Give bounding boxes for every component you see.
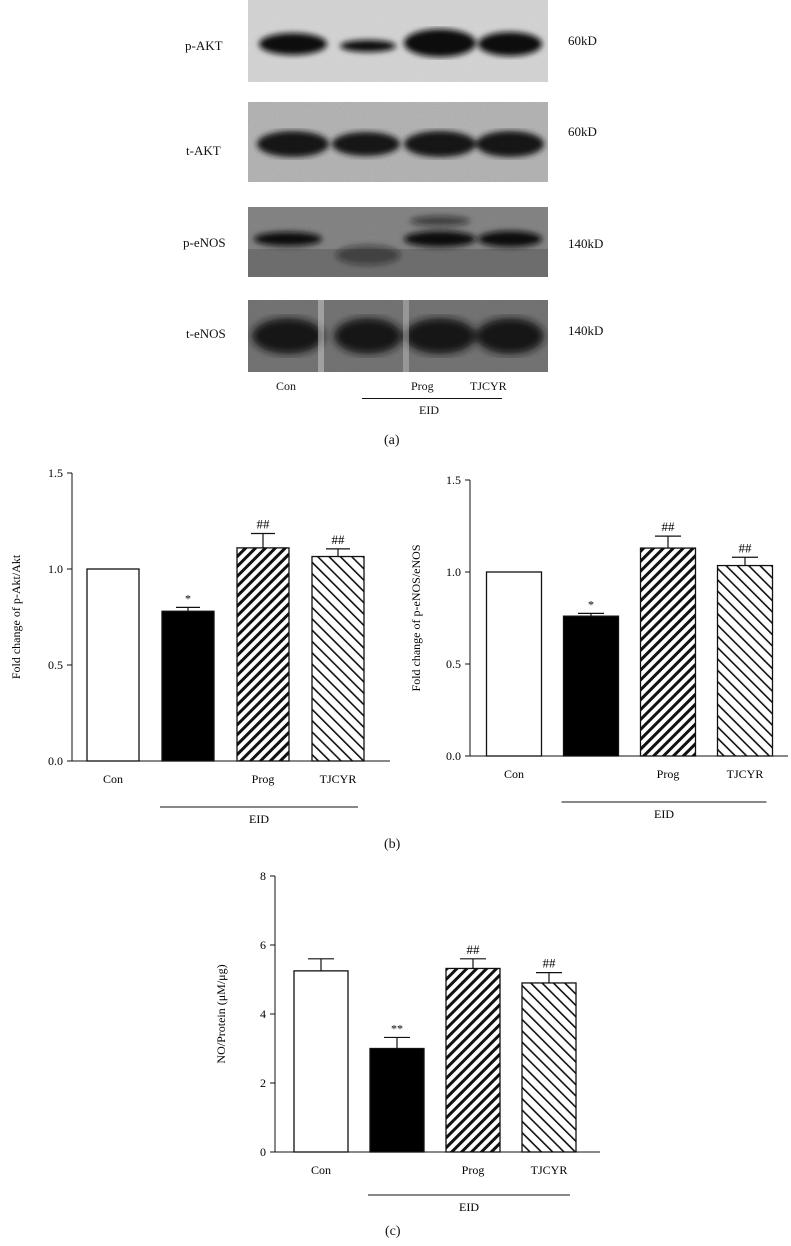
y-axis-label: Fold change of p-Akt/Akt [9, 554, 23, 679]
blot-label-t-akt: t-AKT [186, 143, 221, 158]
y-tick-label: 4 [260, 1007, 266, 1021]
y-tick-label: 1.5 [446, 473, 461, 487]
y-tick-label: 6 [260, 938, 266, 952]
y-axis-label: Fold change of p-eNOS/eNOS [409, 545, 423, 692]
blot-image-t-enos [248, 300, 548, 372]
bar [236, 547, 290, 762]
mw-label-p-akt: 60kD [568, 33, 597, 48]
category-label: Con [103, 772, 123, 786]
blot-label-p-akt: p-AKT [185, 38, 223, 53]
blot-label-p-enos: p-eNOS [183, 235, 226, 250]
group-label: EID [459, 1200, 479, 1214]
significance-label: ** [391, 1021, 403, 1035]
bar [161, 610, 215, 762]
bar [485, 571, 543, 757]
category-label: Con [311, 1163, 331, 1177]
blot-strip-t-enos [248, 300, 548, 372]
significance-label: ## [662, 519, 676, 534]
y-tick-label: 0.0 [446, 749, 461, 763]
y-tick-label: 0 [260, 1145, 266, 1159]
lane-label-tjcyr: TJCYR [470, 379, 507, 393]
bar [311, 555, 365, 762]
y-tick-label: 1.0 [446, 565, 461, 579]
mw-label-t-enos: 140kD [568, 323, 604, 338]
category-label: TJCYR [531, 1163, 568, 1177]
y-tick-label: 8 [260, 869, 266, 883]
blot-strip-p-akt [248, 0, 548, 82]
chart-no-protein: 0 2 4 6 8 NO/Protein (μM/μg) Con ** ## Prog ## TJCY… [214, 869, 600, 1214]
bar [445, 967, 501, 1153]
y-axis-label: NO/Protein (μM/μg) [214, 964, 228, 1063]
bar [716, 564, 774, 757]
bar [86, 568, 140, 762]
mw-label-t-akt: 60kD [568, 124, 597, 139]
blot-image-t-akt [248, 102, 548, 182]
bar [562, 615, 620, 757]
category-label: Prog [462, 1163, 485, 1177]
mw-label-p-enos: 140kD [568, 236, 604, 251]
category-label: Prog [252, 772, 275, 786]
group-label: EID [654, 807, 674, 821]
category-label: Prog [657, 767, 680, 781]
lane-label-con: Con [276, 379, 297, 393]
blot-image-p-enos [248, 207, 548, 277]
significance-label: ## [739, 540, 753, 555]
y-tick-label: 2 [260, 1076, 266, 1090]
chart-p-akt: 0.0 0.5 1.0 1.5 Fold change of p-Akt/Akt Con *… [9, 466, 390, 826]
eid-group-label: EID [419, 403, 439, 417]
significance-label: * [588, 597, 594, 611]
blot-strip-t-akt [248, 102, 548, 182]
category-label: Con [504, 767, 524, 781]
y-tick-label: 1.5 [48, 466, 63, 480]
eid-group-line [362, 398, 502, 399]
blot-strip-p-enos [248, 207, 548, 277]
significance-label: ## [467, 942, 481, 957]
y-tick-label: 0.5 [48, 658, 63, 672]
group-label: EID [249, 812, 269, 826]
category-label: TJCYR [320, 772, 357, 786]
panel-label-b: (b) [384, 837, 401, 852]
bar [521, 982, 577, 1153]
panel-label-a: (a) [384, 433, 400, 448]
y-tick-label: 0.5 [446, 657, 461, 671]
panel-label-c: (c) [385, 1224, 401, 1239]
significance-label: * [185, 591, 191, 605]
bar [293, 970, 349, 1153]
significance-label: ## [257, 516, 271, 531]
blot-image-p-akt [248, 0, 548, 82]
significance-label: ## [332, 532, 346, 547]
y-tick-label: 0.0 [48, 754, 63, 768]
bar [369, 1047, 425, 1153]
significance-label: ## [543, 956, 557, 971]
chart-p-enos: 0.0 0.5 1.0 1.5 Fold change of p-eNOS/eNOS Co… [409, 473, 788, 821]
bar [639, 547, 697, 757]
blot-label-t-enos: t-eNOS [186, 326, 226, 341]
category-label: TJCYR [727, 767, 764, 781]
y-tick-label: 1.0 [48, 562, 63, 576]
lane-label-prog: Prog [411, 379, 434, 393]
